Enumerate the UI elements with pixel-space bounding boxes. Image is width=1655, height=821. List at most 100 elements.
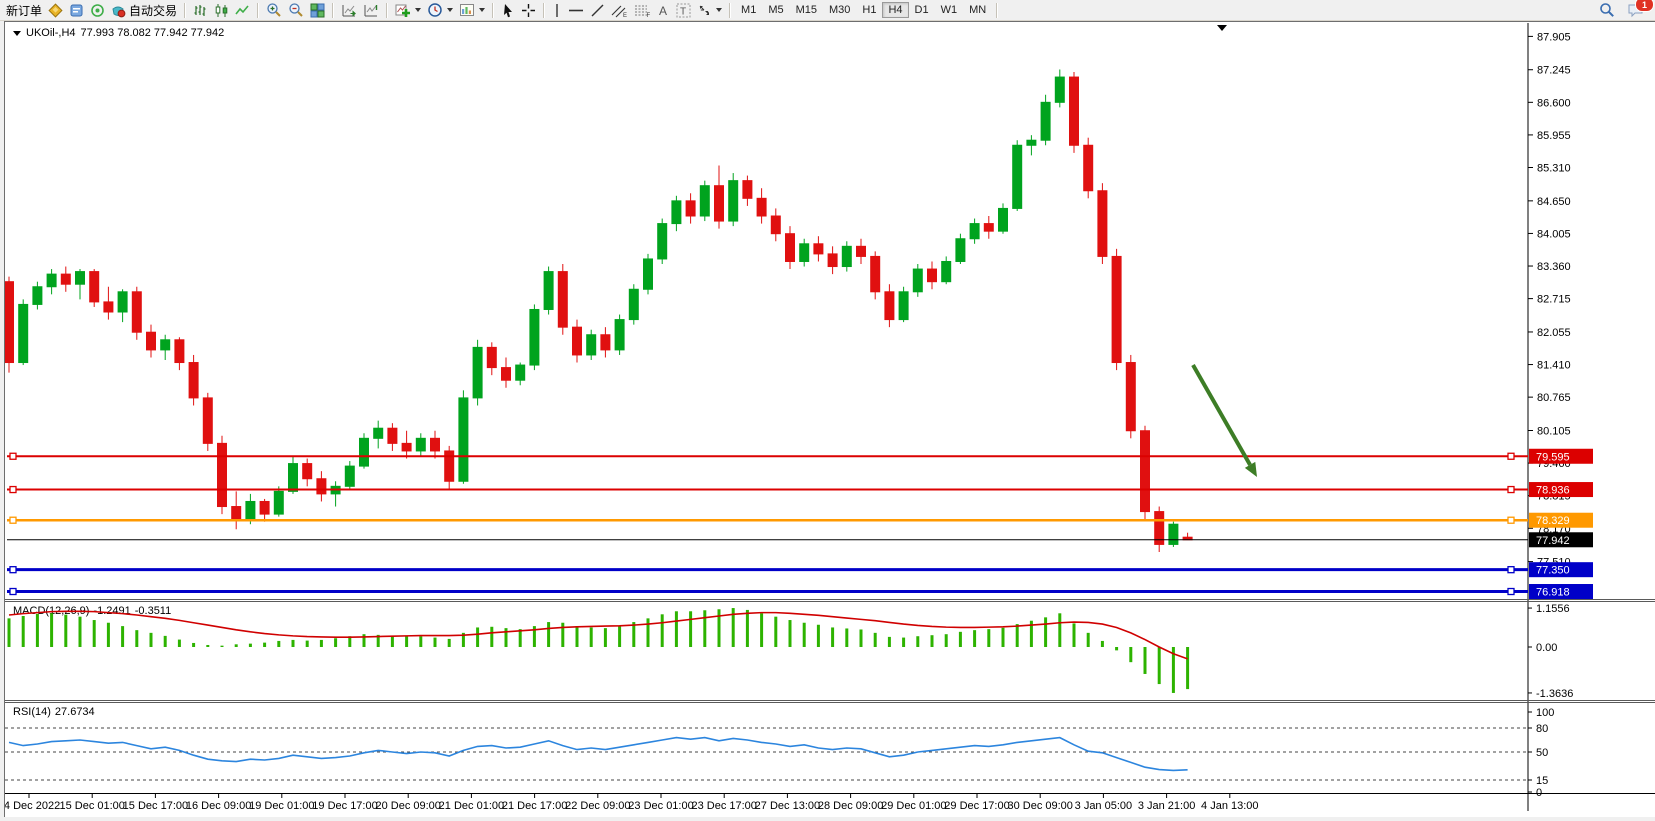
fibonacci-button[interactable]: F: [631, 1, 654, 19]
candle-up: [515, 364, 526, 381]
price-tick: 86.600: [1537, 97, 1571, 109]
candle-up: [46, 273, 57, 288]
time-label: 27 Dec 13:00: [755, 800, 820, 812]
timeframe-h4[interactable]: H4: [882, 2, 909, 18]
chart-panel-borders: [5, 23, 1655, 811]
candle-down: [983, 223, 994, 232]
price-tick: 80.105: [1537, 425, 1571, 437]
horizontal-line-button[interactable]: [565, 1, 587, 19]
macd-axis-tick: 0.00: [1536, 642, 1557, 654]
candle-up: [32, 286, 43, 305]
chart-symbol-label[interactable]: UKOil-,H4 77.993 78.082 77.942 77.942: [13, 27, 224, 39]
market-watch-icon[interactable]: [66, 1, 87, 19]
crosshair-button[interactable]: [518, 1, 539, 19]
candle-down: [60, 273, 71, 285]
bar-chart-button[interactable]: [190, 1, 211, 19]
candle-down: [1111, 255, 1122, 364]
line-handle: [1507, 452, 1515, 460]
arrows-button[interactable]: [694, 1, 725, 19]
horizontal-line-object[interactable]: 77.350: [7, 562, 1593, 578]
zoom-in-button[interactable]: [263, 1, 285, 19]
candlestick-chart-button[interactable]: [211, 1, 232, 19]
periods-button[interactable]: [424, 1, 456, 19]
timeframe-mn[interactable]: MN: [963, 2, 992, 18]
macd-axis-tick: 1.1556: [1536, 603, 1570, 615]
candle-down: [316, 478, 327, 495]
timeframe-m5[interactable]: M5: [762, 2, 789, 18]
channel-tag: E: [623, 13, 627, 18]
candle-down: [188, 362, 199, 399]
annotation-arrow[interactable]: [1191, 364, 1257, 477]
candle-up: [955, 238, 966, 262]
timeframe-m15[interactable]: M15: [790, 2, 823, 18]
price-tick: 82.055: [1537, 327, 1571, 339]
time-label: 29 Dec 01:00: [881, 800, 946, 812]
horizontal-line-object[interactable]: 78.936: [7, 482, 1593, 498]
symbol-dropdown-icon[interactable]: [13, 30, 21, 36]
auto-trading-button[interactable]: 自动交易: [108, 1, 180, 19]
candle-down: [742, 180, 753, 199]
tile-windows-button[interactable]: [307, 1, 328, 19]
zoom-out-button[interactable]: [285, 1, 307, 19]
chart-shift-button[interactable]: [360, 1, 382, 19]
price-label-text: 77.350: [1536, 565, 1570, 577]
line-handle: [1507, 485, 1515, 494]
timeframe-d1[interactable]: D1: [909, 2, 935, 18]
rsi-panel: 100 80 50 150: [5, 707, 1554, 799]
charts-profile-icon[interactable]: [45, 1, 66, 19]
price-label-text: 78.329: [1536, 515, 1570, 527]
notifications-icon[interactable]: 1: [1624, 0, 1654, 19]
toolbar-separator: [729, 2, 732, 18]
equidistant-channel-button[interactable]: E: [608, 1, 631, 19]
price-tick: 80.765: [1537, 392, 1571, 404]
arrows-dropdown-caret[interactable]: [716, 8, 723, 12]
line-chart-button[interactable]: [232, 1, 253, 19]
horizontal-line-object[interactable]: 78.329: [7, 512, 1593, 528]
ohlc-text: 77.993 78.082 77.942 77.942: [80, 27, 225, 39]
text-button[interactable]: A: [654, 1, 673, 19]
price-tick: 81.410: [1537, 360, 1571, 372]
candle-up: [415, 437, 426, 452]
templates-button[interactable]: [456, 1, 488, 19]
time-label: 22 Dec 09:00: [565, 800, 630, 812]
price-label-badge: [1529, 562, 1593, 578]
timeframe-m1[interactable]: M1: [735, 2, 762, 18]
candle-up: [543, 271, 554, 310]
candle-up: [586, 334, 597, 356]
candle-down: [785, 233, 795, 262]
rsi-axis-tick: 0: [1536, 787, 1542, 799]
horizontal-line-object[interactable]: 79.595: [7, 448, 1593, 464]
periods-dropdown-caret[interactable]: [447, 8, 454, 12]
candle-down: [856, 245, 866, 257]
chart-canvas[interactable]: 87.905 87.245 86.600 85.955 85.310 84.650 84.0…: [5, 22, 1655, 820]
timeframe-h1[interactable]: H1: [856, 2, 882, 18]
price-tick: 83.360: [1537, 261, 1571, 273]
candle-down: [387, 427, 398, 444]
candle-down: [501, 367, 511, 381]
chart-shift-marker[interactable]: [1217, 25, 1227, 31]
vertical-line-button[interactable]: [549, 1, 565, 19]
label-button[interactable]: T: [673, 1, 694, 19]
time-label: 21 Dec 17:00: [502, 800, 567, 812]
timeframe-w1[interactable]: W1: [935, 2, 964, 18]
new-order-button[interactable]: 新订单: [3, 1, 45, 19]
candle-down: [714, 185, 724, 222]
rsi-value: 27.6734: [54, 706, 95, 718]
candle-down: [5, 281, 14, 364]
templates-dropdown-caret[interactable]: [479, 8, 486, 12]
candle-up: [841, 245, 852, 268]
indicators-dropdown-caret[interactable]: [415, 8, 422, 12]
horizontal-line-object[interactable]: 76.918: [7, 584, 1593, 600]
signals-icon[interactable]: [87, 1, 108, 19]
timeframe-m30[interactable]: M30: [823, 2, 856, 18]
search-icon[interactable]: [1596, 1, 1618, 19]
auto-scroll-button[interactable]: [338, 1, 360, 19]
indicators-button[interactable]: [392, 1, 424, 19]
time-label: 3 Jan 05:00: [1075, 800, 1133, 812]
cursor-button[interactable]: [498, 1, 518, 19]
candle-down: [430, 437, 440, 452]
candle-down: [600, 334, 611, 351]
trendline-button[interactable]: [587, 1, 608, 19]
candle-up: [529, 308, 540, 366]
